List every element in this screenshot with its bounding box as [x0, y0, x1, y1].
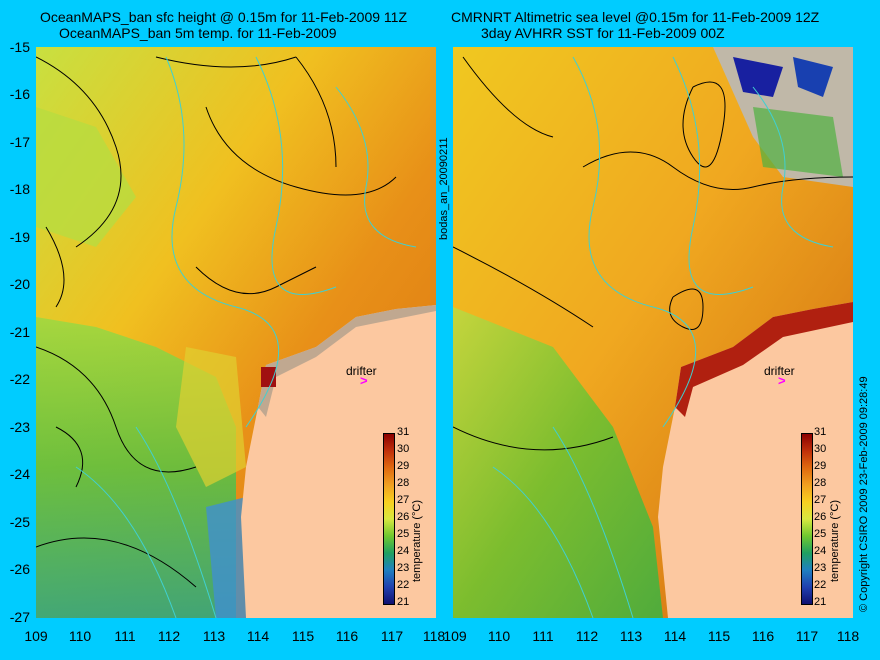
colorbar-tick-label: 30: [814, 443, 827, 455]
lat-label: -20: [9, 276, 30, 292]
lon-label: 115: [291, 628, 315, 644]
colorbar-tick-label: 31: [814, 426, 827, 438]
colorbar-tick-label: 22: [814, 579, 827, 591]
lon-label: 111: [114, 628, 136, 644]
colorbar-tick-label: 24: [397, 545, 410, 557]
colorbar-tick-label: 29: [397, 460, 410, 472]
drifter-marker-icon: >: [360, 373, 368, 388]
lon-label: 110: [68, 628, 92, 644]
lon-label: 110: [487, 628, 511, 644]
colorbar-tick-label: 22: [397, 579, 410, 591]
run-id-label: bodas_an_20090211: [438, 137, 450, 240]
colorbar-label: temperature (°C): [829, 499, 841, 582]
right-map-panel: [453, 47, 853, 618]
lat-label: -26: [9, 561, 30, 577]
lat-label: -25: [9, 514, 30, 530]
colorbar-tick-label: 27: [397, 494, 410, 506]
lat-label: -19: [9, 229, 30, 245]
lat-label: -15: [9, 39, 30, 55]
colorbar-tick-label: 25: [397, 528, 410, 540]
lon-label: 109: [443, 628, 467, 644]
colorbar-tick-label: 21: [397, 596, 410, 608]
lon-label: 115: [707, 628, 731, 644]
lon-label: 116: [335, 628, 359, 644]
lon-label: 117: [795, 628, 819, 644]
colorbar-label: temperature (°C): [411, 499, 423, 582]
lon-label: 112: [575, 628, 599, 644]
colorbar-tick-label: 24: [814, 545, 827, 557]
colorbar-tick-label: 30: [397, 443, 410, 455]
lat-label: -27: [9, 609, 30, 625]
drifter-marker-icon: >: [778, 373, 786, 388]
lon-label: 116: [751, 628, 775, 644]
copyright-label: © Copyright CSIRO 2009 23-Feb-2009 09:28…: [858, 376, 870, 612]
lon-label: 113: [619, 628, 643, 644]
right-title-line1: CMRNRT Altimetric sea level @0.15m for 1…: [451, 9, 820, 25]
colorbar-tick-label: 28: [397, 477, 410, 489]
colorbar-tick-label: 27: [814, 494, 827, 506]
lat-label: -18: [9, 181, 30, 197]
lon-label: 109: [24, 628, 48, 644]
colorbar-tick-label: 26: [814, 511, 827, 523]
left-title-line2: OceanMAPS_ban 5m temp. for 11-Feb-2009: [59, 25, 337, 41]
lon-label: 118: [422, 628, 446, 644]
lon-label: 113: [202, 628, 226, 644]
colorbar-tick-label: 23: [397, 562, 410, 574]
colorbar-tick-label: 28: [814, 477, 827, 489]
right-title-line2: 3day AVHRR SST for 11-Feb-2009 00Z: [481, 25, 725, 41]
colorbar-tick-label: 21: [814, 596, 827, 608]
left-title-line1: OceanMAPS_ban sfc height @ 0.15m for 11-…: [40, 9, 408, 25]
lat-label: -23: [9, 419, 30, 435]
temperature-colorbar: [801, 433, 813, 605]
left-map-panel: [36, 47, 436, 618]
temperature-colorbar: [383, 433, 395, 605]
colorbar-tick-label: 29: [814, 460, 827, 472]
lon-label: 114: [663, 628, 687, 644]
lon-label: 117: [380, 628, 404, 644]
lat-label: -16: [9, 86, 30, 102]
colorbar-tick-label: 25: [814, 528, 827, 540]
colorbar-tick-label: 31: [397, 426, 410, 438]
drifter-label: drifter: [346, 364, 377, 378]
colorbar-tick-label: 23: [814, 562, 827, 574]
lon-label: 118: [836, 628, 860, 644]
lat-label: -22: [9, 371, 30, 387]
lat-label: -21: [9, 324, 30, 340]
lon-label: 112: [157, 628, 181, 644]
lat-label: -24: [9, 466, 30, 482]
lat-label: -17: [9, 134, 30, 150]
lon-label: 114: [246, 628, 270, 644]
lon-label: 111: [532, 628, 554, 644]
drifter-label: drifter: [764, 364, 795, 378]
colorbar-tick-label: 26: [397, 511, 410, 523]
